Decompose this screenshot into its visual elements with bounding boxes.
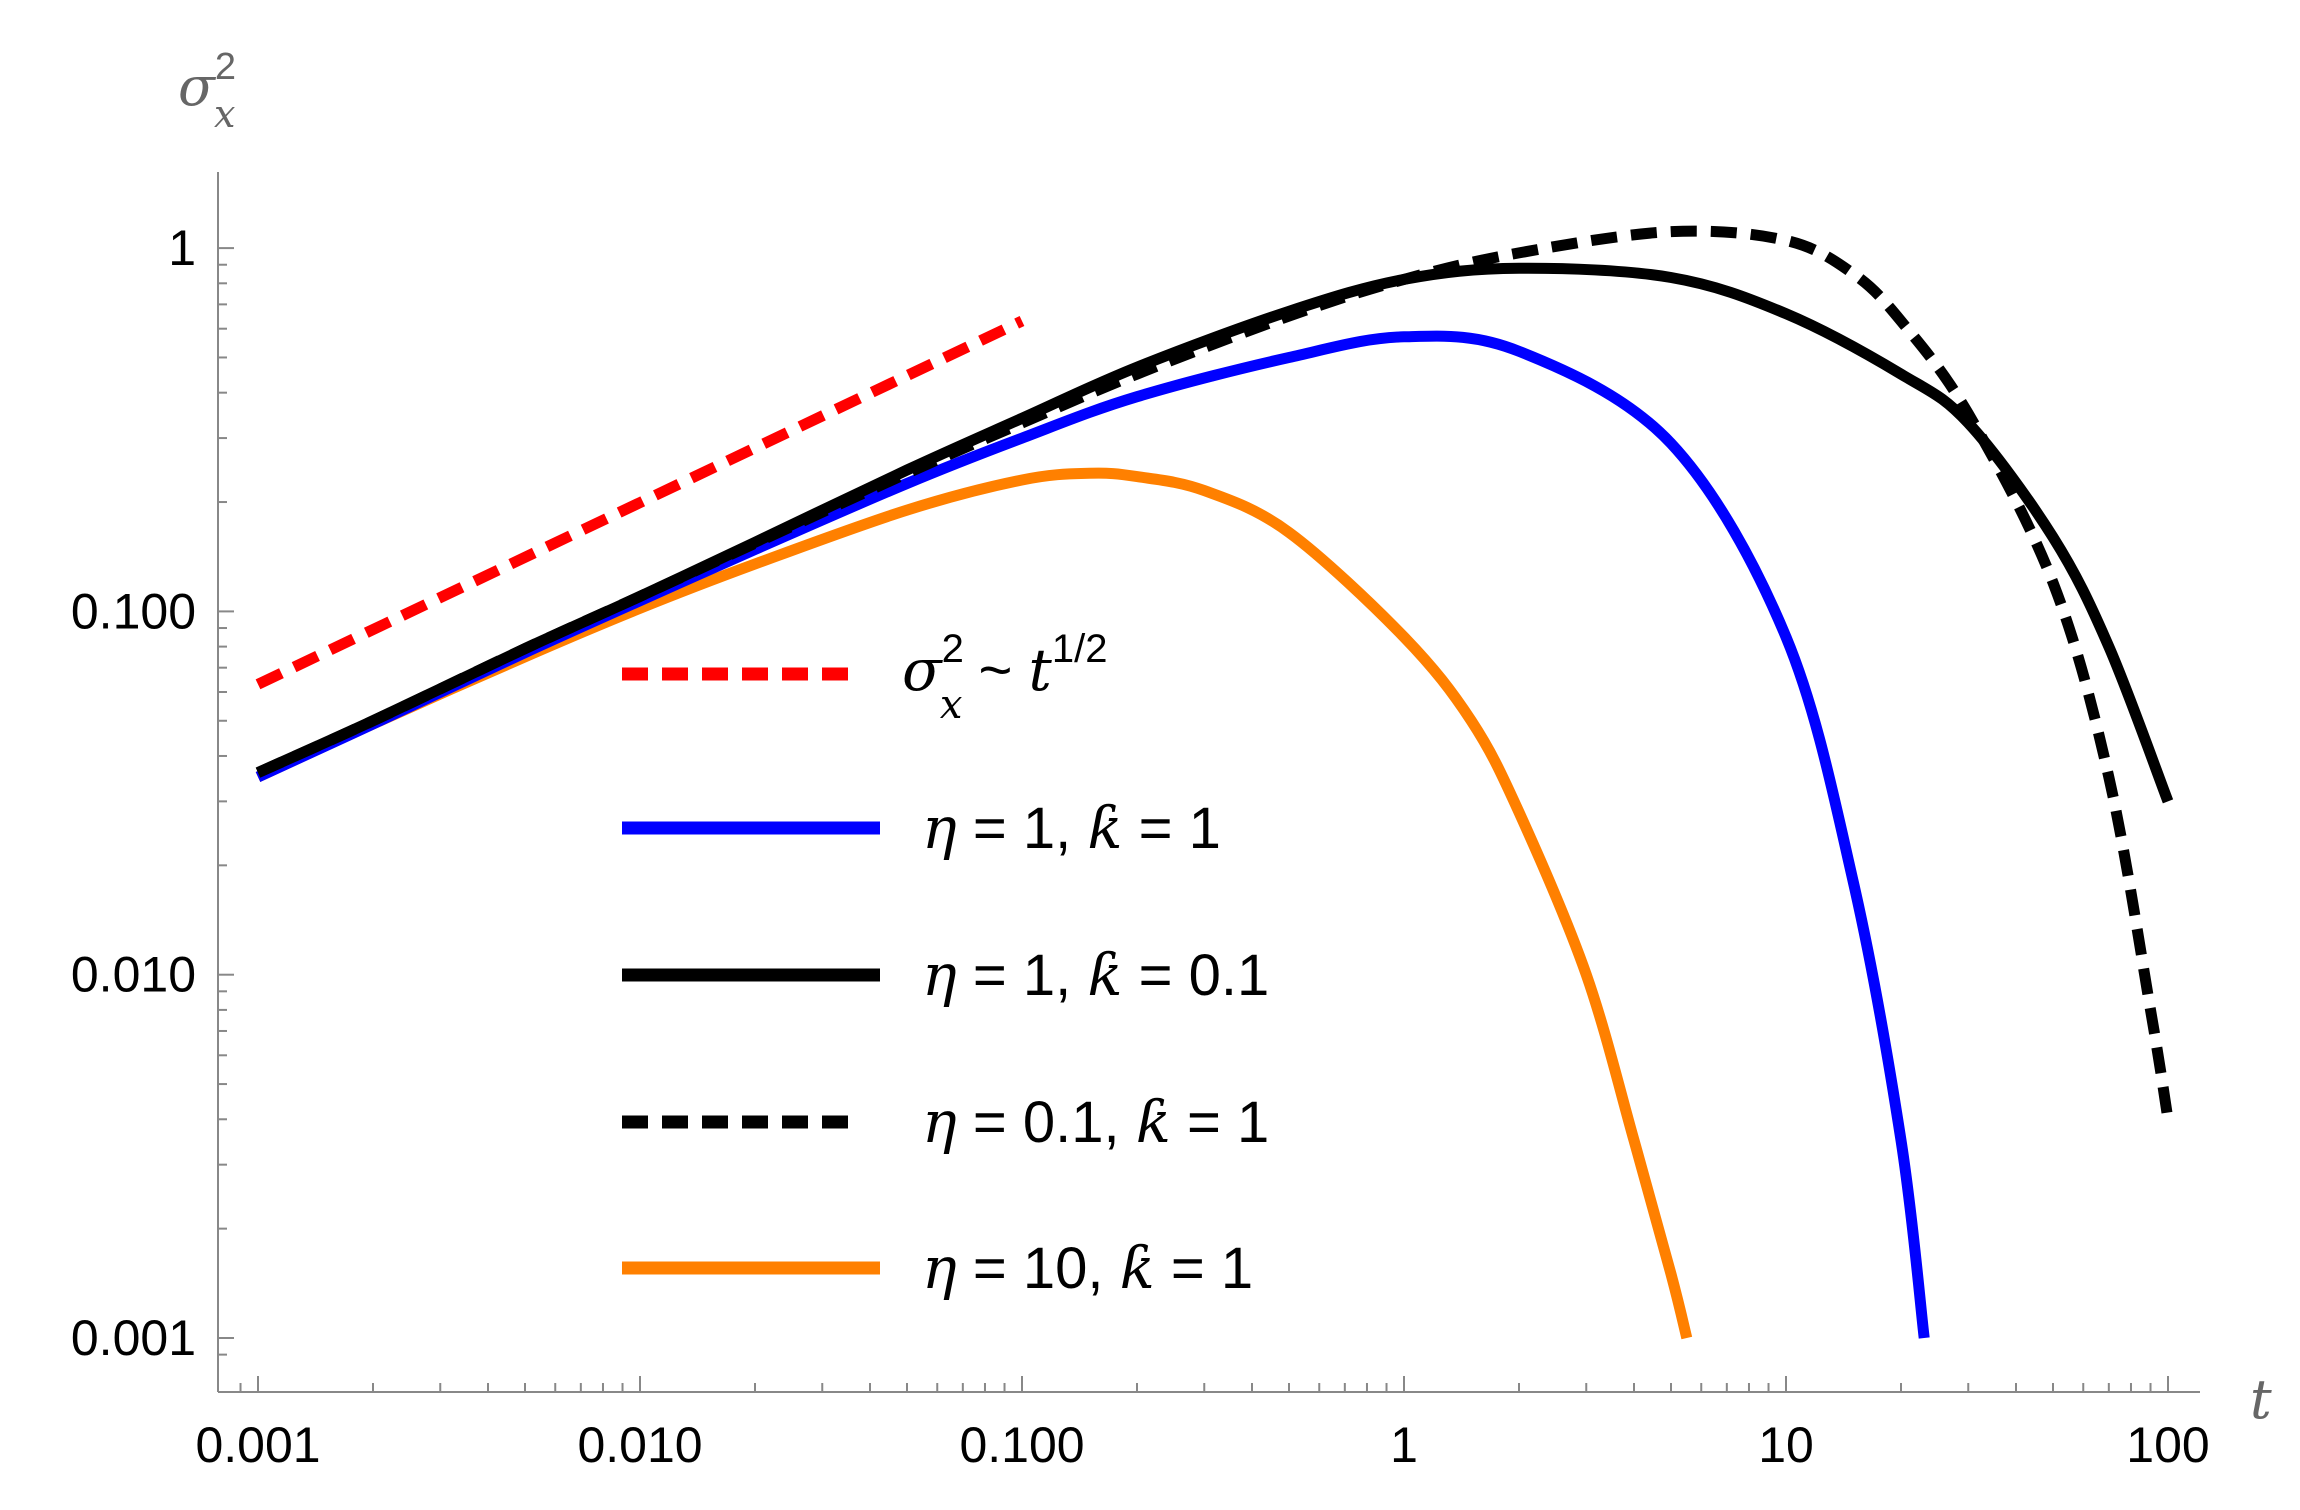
series-line-4 (255, 467, 1693, 1340)
y-tick-label: 0.001 (71, 1310, 196, 1366)
y-tick-label: 1 (168, 220, 196, 276)
x-axis-label: t (2250, 1368, 2272, 1431)
x-tick-label: 0.001 (195, 1417, 320, 1473)
legend-item-eta01-k1: η = 0.1, ƙ = 1 (622, 1088, 1269, 1156)
x-tick-label: 1 (1390, 1417, 1418, 1473)
ticks (218, 247, 2169, 1392)
y-tick-label: 0.010 (71, 947, 196, 1003)
series-line-0 (255, 316, 1025, 690)
legend-item-power-law: σ2 x ~ t1/2 (622, 627, 1107, 728)
legend-item-eta10-k1: η = 10, ƙ = 1 (622, 1234, 1253, 1302)
tick-labels: 0.001 0.010 0.100 1 10 100 0.001 0.010 0.100 1 (71, 220, 2210, 1473)
x-tick-label: 0.010 (577, 1417, 702, 1473)
legend-label-eta1-k1: η = 1, ƙ = 1 (922, 794, 1221, 862)
y-axis-label: σ2 x (178, 46, 236, 136)
x-tick-label: 100 (2126, 1417, 2209, 1473)
legend-item-eta1-k1: η = 1, ƙ = 1 (622, 794, 1221, 862)
series-line-3 (255, 225, 2174, 1121)
x-tick-label: 10 (1758, 1417, 1814, 1473)
legend-label-power-law: σ2 x ~ t1/2 (902, 627, 1107, 728)
y-tick-label: 0.100 (71, 583, 196, 639)
legend: σ2 x ~ t1/2 η = 1, ƙ = 1 η = 1, ƙ = 0.1 η… (622, 627, 1269, 1302)
series-line-2 (255, 262, 2174, 804)
x-tick-label: 0.100 (959, 1417, 1084, 1473)
axes (217, 172, 2200, 1393)
legend-label-eta10-k1: η = 10, ƙ = 1 (922, 1234, 1253, 1302)
series-layer (255, 225, 2174, 1340)
legend-label-eta01-k1: η = 0.1, ƙ = 1 (922, 1088, 1269, 1156)
legend-label-eta1-k01: η = 1, ƙ = 0.1 (922, 941, 1269, 1009)
legend-item-eta1-k01: η = 1, ƙ = 0.1 (622, 941, 1269, 1009)
